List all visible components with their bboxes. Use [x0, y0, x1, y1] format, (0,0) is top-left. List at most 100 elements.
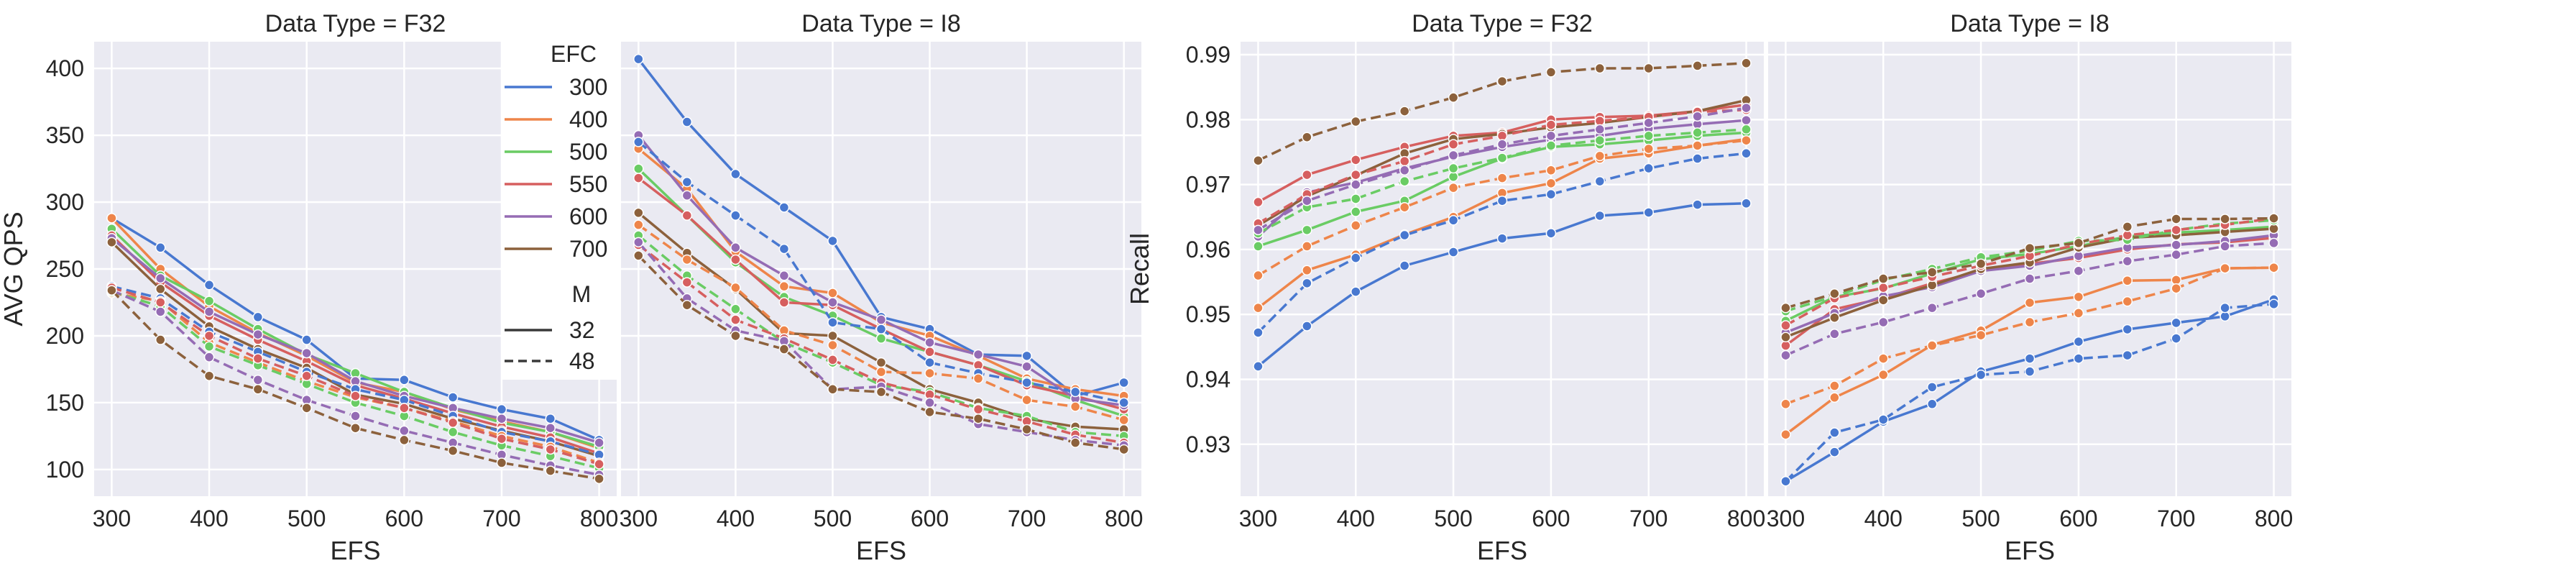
data-point — [875, 366, 887, 378]
data-point — [1594, 210, 1606, 221]
y-tick-label: 250 — [46, 256, 84, 282]
data-point — [1496, 173, 1508, 183]
data-point — [2171, 283, 2181, 294]
data-point — [1741, 58, 1752, 69]
data-point — [1253, 327, 1264, 338]
data-point — [778, 297, 790, 308]
panel-qps-i8: 300 400 500 600 700 800 Data Type = I8 EFS — [620, 10, 1144, 565]
x-tick-label: 500 — [1434, 506, 1472, 531]
data-point — [1351, 206, 1361, 217]
legend-title-efc: EFC — [551, 41, 597, 67]
data-point — [2073, 291, 2084, 303]
data-point — [252, 375, 264, 385]
data-point — [447, 417, 459, 429]
data-point — [350, 422, 361, 434]
data-point — [496, 433, 507, 444]
data-point — [1253, 224, 1264, 236]
data-point — [1878, 353, 1889, 364]
data-point — [730, 210, 741, 221]
series-line-efc500-m48 — [111, 290, 600, 470]
data-point — [2171, 214, 2181, 224]
data-point — [1594, 63, 1606, 74]
x-axis-label: EFS — [2005, 536, 2055, 565]
data-point — [1351, 286, 1361, 297]
data-point — [1448, 139, 1459, 150]
data-point — [155, 273, 166, 284]
data-point — [1021, 377, 1032, 388]
data-point — [1780, 320, 1791, 331]
data-point — [730, 282, 741, 293]
data-point — [2073, 265, 2084, 276]
data-point — [399, 434, 410, 446]
data-point — [1692, 140, 1703, 151]
x-tick-label: 800 — [1727, 506, 1765, 531]
data-point — [1780, 429, 1791, 440]
data-point — [681, 299, 693, 311]
data-point — [875, 333, 887, 344]
data-point — [1975, 288, 1987, 299]
data-point — [1741, 198, 1752, 209]
x-tick-label: 800 — [580, 506, 618, 531]
data-point — [203, 352, 215, 362]
data-point — [594, 473, 604, 485]
data-point — [827, 339, 838, 351]
data-point — [1399, 229, 1410, 241]
data-point — [2122, 296, 2133, 307]
data-point — [1741, 102, 1752, 114]
data-point — [1351, 252, 1361, 263]
series-line-efc400-m48 — [111, 291, 600, 465]
data-point — [924, 397, 935, 408]
data-point — [1829, 329, 1840, 339]
data-point — [1643, 63, 1654, 74]
data-point — [594, 459, 604, 470]
data-point — [1829, 312, 1840, 323]
y-tick-label: 0.97 — [1186, 172, 1230, 198]
data-point — [155, 283, 166, 295]
data-point — [1118, 414, 1129, 426]
data-point — [1399, 260, 1410, 271]
x-tick-label: 300 — [93, 506, 131, 531]
data-point — [1351, 169, 1361, 181]
data-point — [1253, 302, 1264, 314]
data-point — [1829, 392, 1840, 403]
data-point — [2122, 324, 2133, 335]
y-axis-label: AVG QPS — [0, 211, 28, 326]
data-point — [1448, 247, 1459, 257]
data-point — [778, 243, 790, 255]
data-point — [1594, 134, 1606, 146]
data-point — [1692, 153, 1703, 164]
legend-label-m: 32 — [569, 317, 595, 343]
data-point — [2073, 237, 2084, 249]
data-point — [2220, 214, 2230, 224]
data-point — [1780, 398, 1791, 410]
legend-label-efc: 600 — [569, 204, 607, 229]
data-point — [1780, 475, 1791, 487]
data-point — [2024, 297, 2036, 309]
data-point — [2073, 336, 2084, 347]
series-line-efc700-m48 — [1785, 216, 2274, 309]
data-point — [203, 330, 215, 342]
panel-recall-i8: 300 400 500 600 700 800 Data Type = I8 EFS — [1767, 10, 2293, 565]
data-point — [106, 285, 117, 296]
legend-label-efc: 400 — [569, 106, 607, 132]
data-point — [633, 250, 644, 261]
data-point — [1545, 130, 1557, 142]
data-point — [2073, 353, 2084, 364]
data-point — [1253, 155, 1264, 166]
data-point — [399, 375, 410, 385]
data-point — [1448, 182, 1459, 193]
data-point — [106, 237, 117, 248]
data-point — [2268, 237, 2279, 249]
x-tick-label: 400 — [717, 506, 755, 531]
panel-recall-f32: 300 400 500 600 700 800 0.93 0.94 0.95 0.96 0.97 0.… — [1125, 10, 1765, 565]
data-point — [496, 457, 507, 468]
data-point — [778, 270, 790, 281]
data-point — [1741, 134, 1752, 146]
data-point — [1351, 193, 1361, 204]
data-point — [2220, 302, 2230, 314]
data-point — [2171, 317, 2181, 329]
data-point — [2024, 242, 2036, 254]
data-point — [350, 411, 361, 421]
data-point — [1643, 207, 1654, 218]
legend-label-efc: 550 — [569, 171, 607, 197]
